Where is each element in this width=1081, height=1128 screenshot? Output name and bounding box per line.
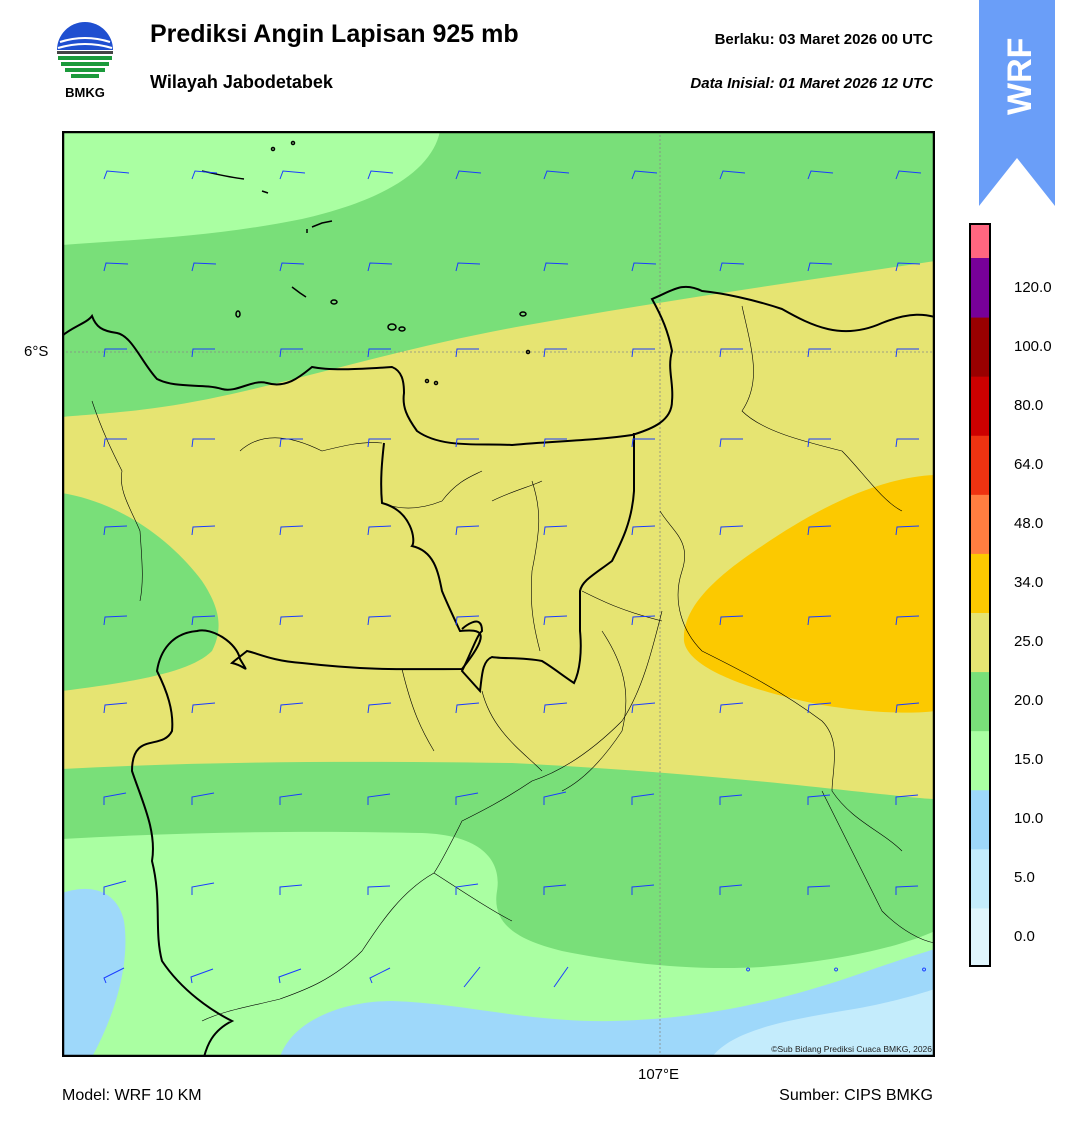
regency-boundaries — [91, 305, 935, 1022]
wind-barb-row-3 — [103, 348, 919, 358]
copyright-note: ©Sub Bidang Prediksi Cuaca BMKG, 2026 — [771, 1044, 932, 1054]
bmkg-logo-icon — [57, 22, 113, 78]
wind-barb-row-4 — [103, 438, 919, 448]
colorbar-segment — [969, 376, 991, 436]
speed-zone-0-5-southeast — [712, 989, 935, 1057]
wind-barb-row-2 — [103, 262, 921, 272]
colorbar-label: 5.0 — [1014, 869, 1035, 887]
java-north-coastline — [62, 285, 935, 447]
wind-barb-row-9 — [103, 880, 919, 895]
lat-label-6s: 6°S — [24, 343, 49, 360]
wind-map: ©Sub Bidang Prediksi Cuaca BMKG, 2026 — [62, 131, 935, 1057]
colorbar-label: 64.0 — [1014, 455, 1044, 473]
wind-barb-row-8 — [103, 791, 919, 805]
colorbar — [969, 223, 991, 967]
colorbar-segment — [969, 730, 991, 791]
speed-zone-15-20-west — [62, 493, 219, 691]
model-label: Model: WRF 10 KM — [62, 1087, 202, 1104]
colorbar-segment — [969, 553, 991, 613]
colorbar-label: 10.0 — [1014, 810, 1044, 828]
map-title: Prediksi Angin Lapisan 925 mb — [150, 20, 519, 48]
speed-zone-5-10-south — [62, 888, 126, 1057]
colorbar-label: 120.0 — [1014, 278, 1052, 296]
colorbar-segment — [969, 317, 991, 377]
map-frame — [62, 131, 935, 1057]
init-time: Data Inisial: 01 Maret 2026 12 UTC — [690, 75, 933, 92]
wind-barb-row-6 — [103, 615, 920, 626]
thousand-islands — [201, 140, 531, 386]
wind-barbs — [103, 170, 926, 988]
colorbar-label: 34.0 — [1014, 573, 1044, 591]
colorbar-segment — [969, 848, 991, 909]
colorbar-label: 100.0 — [1014, 337, 1052, 355]
speed-zone-25-34 — [683, 475, 935, 713]
lon-label-107e: 107°E — [638, 1066, 680, 1083]
bmkg-logo-text: BMKG — [65, 85, 105, 100]
regency-boundary-east — [460, 433, 635, 694]
colorbar-segment — [969, 258, 991, 318]
colorbar-label: 25.0 — [1014, 633, 1044, 651]
colorbar-label: 15.0 — [1014, 751, 1044, 769]
colorbar-segment — [969, 494, 991, 554]
wrf-banner-text: WRF — [1001, 38, 1039, 115]
colorbar-segment — [969, 435, 991, 495]
colorbar-segment-top — [969, 223, 991, 258]
wind-barb-row-5 — [103, 525, 920, 536]
colorbar-label: 48.0 — [1014, 514, 1044, 532]
colorbar-segment — [969, 612, 991, 673]
wind-barb-row-7 — [103, 702, 920, 714]
wind-barb-row-10 — [103, 966, 926, 988]
colorbar-segment — [969, 789, 991, 850]
valid-time: Berlaku: 03 Maret 2026 00 UTC — [714, 31, 933, 48]
map-subtitle: Wilayah Jabodetabek — [150, 72, 333, 92]
colorbar-label: 80.0 — [1014, 396, 1044, 414]
source-label: Sumber: CIPS BMKG — [779, 1087, 933, 1104]
speed-zone-10-15-north — [62, 131, 440, 245]
colorbar-label: 20.0 — [1014, 692, 1044, 710]
wind-barb-row-1 — [103, 170, 922, 180]
colorbar-segment — [969, 907, 991, 967]
province-boundary — [130, 442, 482, 1057]
colorbar-label: 0.0 — [1014, 928, 1035, 946]
colorbar-segment — [969, 671, 991, 732]
wrf-banner: WRF — [979, 0, 1055, 206]
